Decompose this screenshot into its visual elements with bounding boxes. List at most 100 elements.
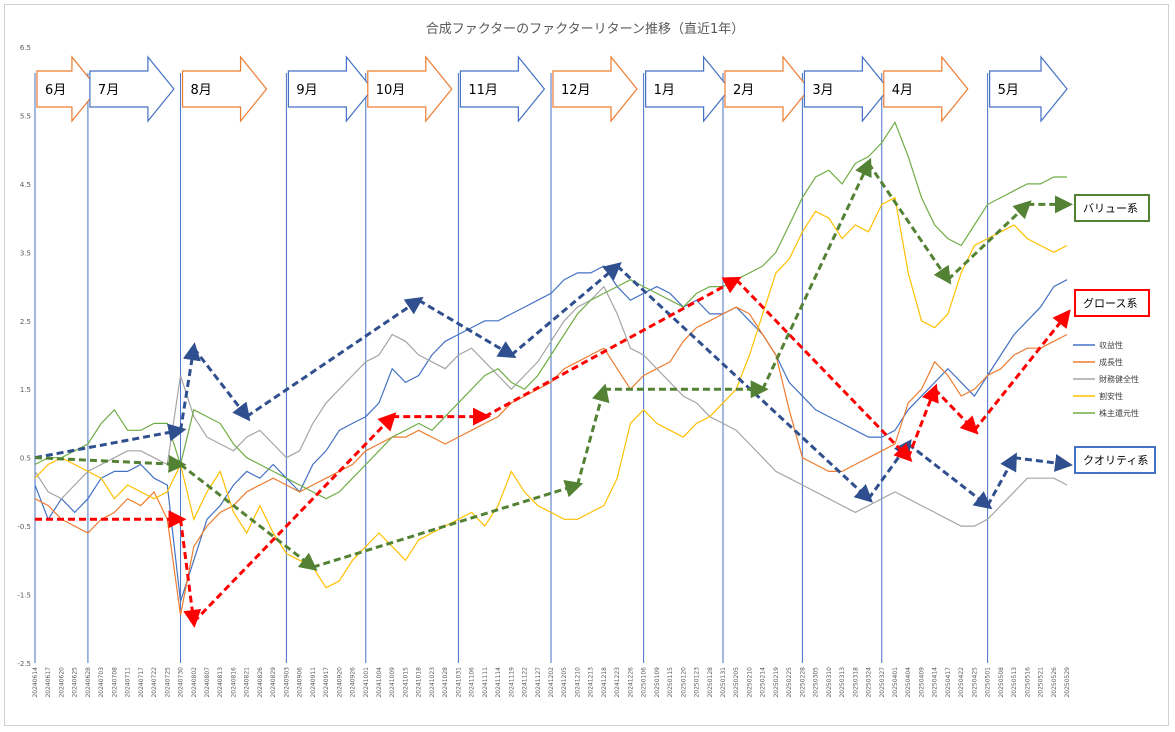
x-tick-label: 20240802: [191, 667, 198, 698]
x-tick-label: 20241210: [574, 667, 581, 698]
trend-arrow-quality: [986, 452, 1017, 507]
y-tick-label: -0.5: [17, 523, 31, 531]
trend-arrow-growth: [484, 276, 742, 418]
month-label: 2月: [733, 83, 754, 98]
month-arrow: [36, 55, 99, 123]
x-tick-label: 20240911: [310, 667, 317, 698]
y-tick-label: 3.5: [20, 249, 31, 257]
month-arrow: [89, 55, 175, 123]
y-tick-label: -1.5: [17, 592, 31, 600]
month-arrow: [989, 55, 1068, 123]
month-arrow: [552, 55, 638, 123]
x-tick-label: 20241001: [363, 667, 370, 698]
x-tick-label: 20250513: [1011, 667, 1018, 698]
x-tick-label: 20241015: [402, 667, 409, 698]
x-tick-label: 20240821: [244, 667, 251, 698]
month-label: 5月: [998, 83, 1019, 98]
x-tick-label: 20241023: [429, 667, 436, 698]
x-tick-label: 20250106: [641, 667, 648, 698]
legend-entry: 収益性: [1099, 340, 1123, 350]
x-tick-label: 20240920: [336, 667, 343, 698]
x-tick-label: 20250120: [680, 667, 687, 698]
x-tick-label: 20250219: [773, 667, 780, 698]
month-label: 12月: [561, 83, 591, 98]
x-tick-label: 20250508: [998, 667, 1005, 698]
trend-arrow-quality: [34, 423, 187, 460]
x-tick-label: 20250324: [866, 667, 873, 698]
trend-arrow-growth: [192, 412, 397, 623]
series-line-株主還元性: [34, 120, 1067, 500]
x-tick-label: 20250210: [746, 667, 753, 698]
trend-arrow-growth: [735, 278, 913, 462]
x-tick-label: 20250128: [707, 667, 714, 698]
x-tick-label: 20240926: [350, 667, 357, 698]
x-tick-label: 20240722: [151, 667, 158, 698]
x-tick-label: 20241205: [561, 667, 568, 698]
y-tick-label: 0.5: [20, 455, 31, 463]
annotation-label: クオリティ系: [1083, 454, 1148, 467]
x-tick-label: 20250115: [667, 667, 674, 698]
x-tick-label: 20250225: [786, 667, 793, 698]
x-tick-label: 20250123: [694, 667, 701, 698]
y-tick-label: 4.5: [20, 181, 31, 189]
legend-entry: 財務健全性: [1099, 374, 1139, 384]
x-tick-label: 20250404: [905, 667, 912, 698]
month-arrow: [367, 55, 453, 123]
annotation-label: グロース系: [1083, 296, 1137, 310]
x-tick-label: 20240628: [85, 667, 92, 698]
x-tick-label: 20241223: [614, 667, 621, 698]
legend-entry: 株主還元性: [1099, 408, 1139, 418]
month-label: 10月: [376, 83, 406, 98]
trend-arrow-quality: [510, 262, 622, 357]
x-tick-label: 20250422: [958, 667, 965, 698]
x-tick-label: 20250131: [720, 667, 727, 698]
x-tick-label: 20240711: [125, 667, 132, 698]
trend-arrow-quality: [179, 342, 201, 431]
x-tick-label: 20250228: [799, 667, 806, 698]
x-tick-label: 20250425: [971, 667, 978, 698]
x-tick-label: 20250327: [879, 667, 886, 698]
x-tick-label: 20250526: [1051, 667, 1058, 698]
x-tick-label: 20240725: [164, 667, 171, 698]
x-tick-label: 20240807: [204, 667, 211, 698]
trend-arrow-quality: [245, 296, 424, 418]
x-tick-label: 20240625: [72, 667, 79, 698]
x-tick-label: 20240829: [270, 667, 277, 698]
x-tick-label: 20241004: [376, 667, 383, 698]
x-tick-label: 20240708: [111, 667, 118, 698]
y-tick-label: 6.5: [20, 44, 31, 52]
month-label: 7月: [98, 83, 119, 98]
month-arrow: [724, 55, 810, 123]
y-tick-label: 5.5: [20, 112, 31, 120]
trend-arrow-quality: [616, 264, 873, 503]
legend-entry: 成長性: [1099, 357, 1123, 367]
trend-arrow-value: [761, 157, 872, 390]
x-tick-label: 20250516: [1024, 667, 1031, 698]
month-arrow: [645, 55, 731, 123]
x-tick-label: 20240917: [323, 667, 330, 698]
series-line-割安性: [34, 196, 1068, 589]
trend-arrow-value: [312, 480, 584, 569]
x-tick-label: 20241111: [482, 667, 489, 698]
x-tick-label: 20240620: [58, 667, 65, 698]
x-tick-label: 20241018: [416, 667, 423, 698]
trend-arrow-growth: [933, 388, 979, 435]
x-tick-label: 20250205: [733, 667, 740, 698]
x-tick-label: 20241119: [508, 667, 515, 698]
trend-arrow-quality: [907, 442, 993, 510]
trend-arrow-value: [34, 454, 187, 473]
x-tick-label: 20240717: [138, 667, 145, 698]
month-arrow: [181, 55, 268, 123]
x-tick-label: 20241114: [495, 667, 502, 698]
month-label: 8月: [191, 83, 212, 98]
y-tick-label: 2.5: [20, 318, 31, 326]
month-label: 3月: [812, 83, 833, 98]
x-tick-label: 20250501: [985, 667, 992, 698]
month-arrow: [287, 55, 374, 123]
x-tick-label: 20250318: [852, 667, 859, 698]
trend-arrow-quality: [417, 298, 517, 359]
chart-area: 合成ファクターのファクターリターン推移（直近1年） 6.5 5.5 4.5 3.5 2.…: [17, 22, 1156, 698]
chart-title: 合成ファクターのファクターリターン推移（直近1年）: [426, 22, 745, 37]
trend-arrow-value: [867, 162, 952, 285]
trend-arrow-quality: [867, 439, 912, 500]
